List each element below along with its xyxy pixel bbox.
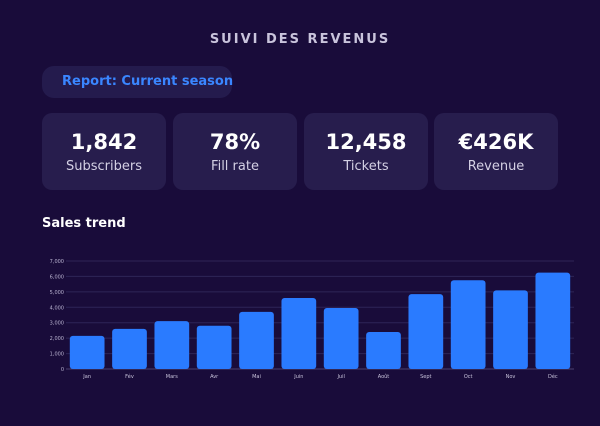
- y-tick-label: 0: [61, 367, 64, 373]
- bar-3: [154, 321, 190, 369]
- bar-4: [196, 325, 232, 369]
- bar-1: [69, 335, 105, 369]
- bar-12: [535, 272, 571, 369]
- y-tick-label: 4,000: [50, 305, 64, 311]
- y-tick-label: 3,000: [50, 321, 64, 327]
- kpi-label: Subscribers: [66, 159, 142, 174]
- y-tick-label: 6,000: [50, 274, 64, 280]
- kpi-card-fill-rate: 78% Fill rate: [173, 113, 297, 190]
- bar-6: [281, 298, 317, 369]
- bar-8: [366, 331, 401, 369]
- x-tick-label: Fév: [125, 373, 134, 380]
- x-tick-label: Sept: [420, 374, 431, 380]
- kpi-label: Fill rate: [211, 159, 259, 174]
- y-tick-label: 2,000: [50, 336, 64, 342]
- kpi-card-tickets: 12,458 Tickets: [304, 113, 428, 190]
- x-tick-label: Nov: [506, 374, 516, 380]
- kpi-value: 12,458: [325, 130, 407, 154]
- x-tick-label: Juin: [293, 374, 303, 380]
- x-tick-label: Avr: [210, 374, 219, 380]
- kpi-value: €426K: [458, 130, 534, 154]
- y-tick-label: 1,000: [50, 352, 64, 358]
- bar-5: [239, 311, 274, 369]
- kpi-row: 1,842 Subscribers 78% Fill rate 12,458 T…: [42, 113, 558, 190]
- x-tick-label: Août: [378, 373, 390, 380]
- bar-2: [112, 328, 147, 369]
- x-tick-label: Mai: [252, 374, 261, 380]
- kpi-label: Revenue: [467, 159, 525, 174]
- x-tick-label: Jan: [82, 374, 91, 380]
- sales-trend-title: Sales trend: [42, 216, 126, 231]
- x-tick-label: Déc: [548, 373, 558, 380]
- bar-9: [408, 294, 444, 369]
- kpi-card-revenue: €426K Revenue: [434, 113, 558, 190]
- x-tick-label: Oct: [464, 374, 473, 380]
- x-tick-label: Juil: [336, 374, 344, 380]
- report-filter-label: Report: Current season: [62, 74, 234, 89]
- y-tick-label: 7,000: [50, 259, 64, 265]
- report-filter-button[interactable]: Report: Current season: [42, 66, 234, 98]
- kpi-value: 1,842: [70, 130, 138, 154]
- page-title: SUIVI DES REVENUS: [209, 32, 391, 47]
- y-tick-label: 5,000: [50, 290, 64, 296]
- bar-10: [450, 280, 486, 369]
- kpi-card-subscribers: 1,842 Subscribers: [42, 113, 166, 190]
- bar-11: [493, 290, 528, 369]
- x-tick-label: Mars: [166, 374, 178, 380]
- kpi-value: 78%: [209, 130, 261, 154]
- bar-7: [323, 308, 359, 369]
- kpi-label: Tickets: [343, 159, 389, 174]
